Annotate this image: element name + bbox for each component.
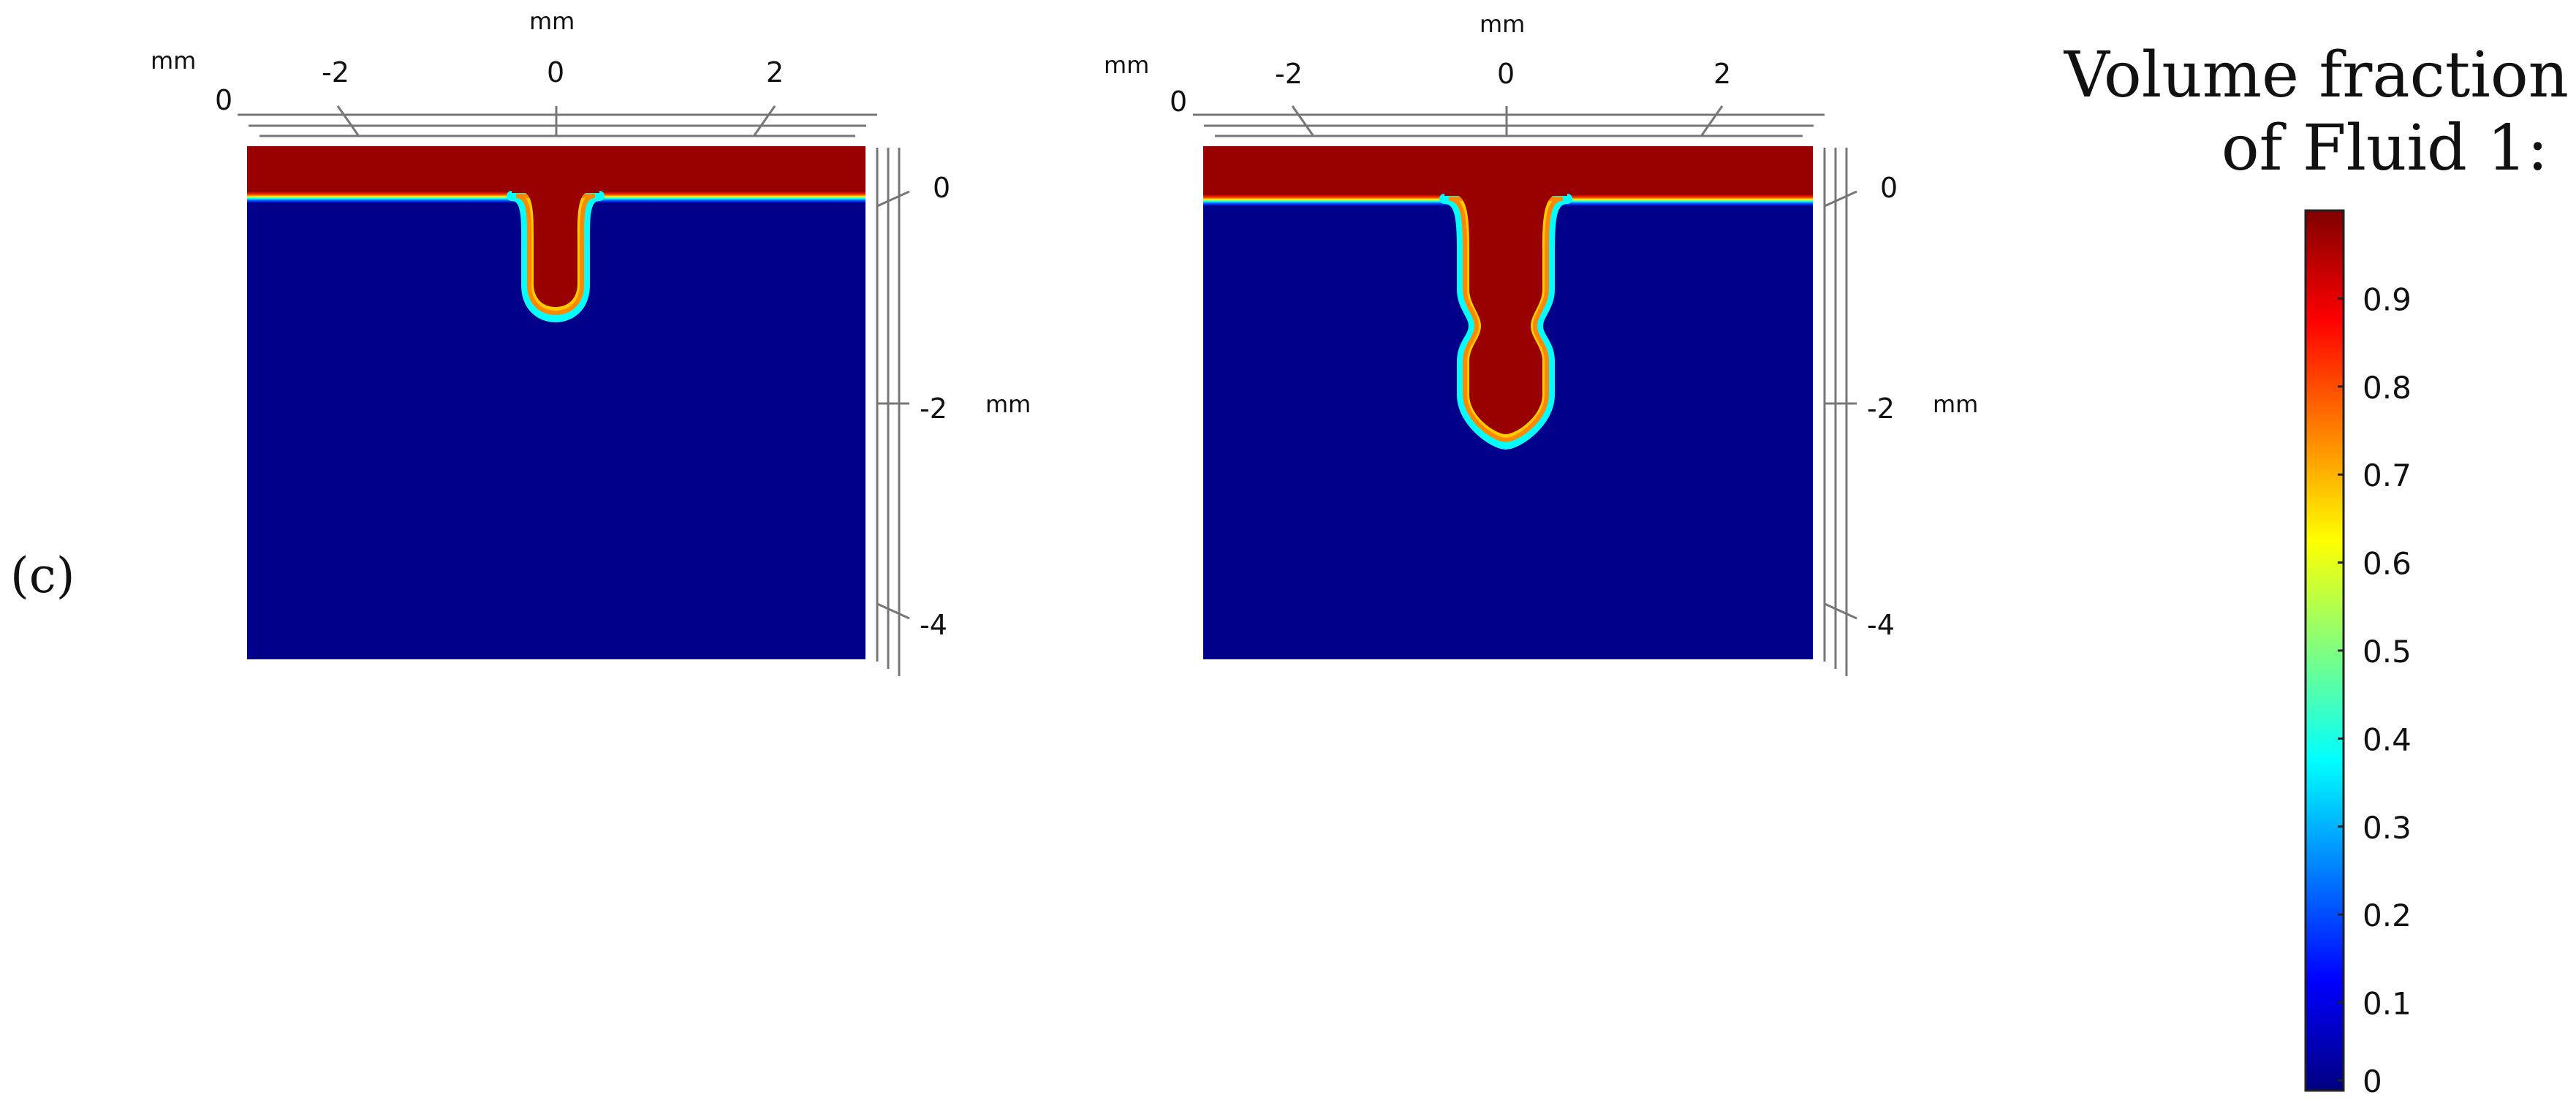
- plot-1-side-unit: mm: [985, 390, 1031, 418]
- plot-1-y-tick-mark-0: [876, 190, 910, 208]
- plot-1: mm mm 0 -2 0 2 0 -2 -4 mm: [151, 7, 1031, 676]
- plot-2-side-unit: mm: [1933, 390, 1978, 418]
- colorbar-title-line-2: of Fluid 1:: [2221, 112, 2548, 185]
- plot-1-y-tick-neg2: -2: [920, 393, 947, 425]
- plot-2-top-unit: mm: [1480, 10, 1525, 38]
- plot-2-left-unit: mm: [1104, 51, 1149, 79]
- colorbar-gradient: [2304, 209, 2345, 1092]
- plot-2-y-tick-mark-0: [1824, 190, 1857, 208]
- plot-1-y-tick-mark-neg4: [876, 602, 910, 620]
- colorbar-tick-label: 0.2: [2363, 898, 2412, 933]
- plot-2-y-tick-neg4: -4: [1867, 609, 1895, 641]
- colorbar-tick-label: 0.6: [2363, 546, 2412, 582]
- plot-2-y-tick-mark-neg4: [1824, 602, 1857, 620]
- colorbar: Volume fraction of Fluid 1: 0 0.1 0.2 0.3 0.…: [2064, 39, 2569, 1099]
- plot-1-x-tick-neg2: -2: [322, 56, 349, 88]
- plot-2-x-tick-neg2: -2: [1275, 58, 1303, 90]
- plot-1-top-unit: mm: [529, 7, 575, 35]
- colorbar-tick-label: 0.8: [2363, 370, 2412, 406]
- plot-1-left-unit: mm: [151, 47, 196, 75]
- plot-2-y-tick-neg2: -2: [1867, 393, 1895, 425]
- colorbar-tick-label: 0.3: [2363, 810, 2412, 846]
- colorbar-tick-label: 0.7: [2363, 458, 2412, 493]
- plot-1-x-tick-0: 0: [547, 56, 564, 88]
- plot-2-x-tick-mark-neg2: [1291, 105, 1314, 136]
- plot-1-x-tick-2: 2: [766, 56, 784, 88]
- plot-2-x-tick-mark-2: [1700, 105, 1724, 136]
- plot-1-y-tick-0: 0: [933, 172, 950, 204]
- plot-2-intrusion: [1453, 194, 1558, 434]
- plot-1-y-tick-neg4: -4: [920, 609, 947, 641]
- colorbar-tick-label: 0: [2363, 1064, 2382, 1099]
- colorbar-tick-label: 0.1: [2363, 986, 2412, 1022]
- plot-2-corner-tick: 0: [1170, 86, 1187, 118]
- colorbar-ticks: 0 0.1 0.2 0.3 0.4 0.5 0.6 0.7 0.8 0.9: [2338, 281, 2412, 1099]
- colorbar-tick-label: 0.5: [2363, 634, 2412, 670]
- colorbar-tick-label: 0.4: [2363, 721, 2412, 757]
- plot-2: mm mm 0 -2 0 2 0 -2 -4 mm: [1104, 10, 1978, 676]
- colorbar-tick-label: 0.9: [2363, 281, 2412, 317]
- plot-1-x-tick-mark-neg2: [336, 105, 360, 136]
- panel-label: (c): [10, 547, 75, 604]
- plot-2-x-tick-0: 0: [1497, 58, 1515, 90]
- plot-2-x-tick-2: 2: [1713, 58, 1731, 90]
- plot-2-y-tick-0: 0: [1880, 172, 1898, 204]
- plot-1-corner-tick: 0: [215, 84, 232, 116]
- colorbar-title-line-1: Volume fraction: [2064, 39, 2569, 112]
- plot-1-x-tick-mark-2: [753, 105, 776, 136]
- plot-1-intrusion: [520, 192, 591, 307]
